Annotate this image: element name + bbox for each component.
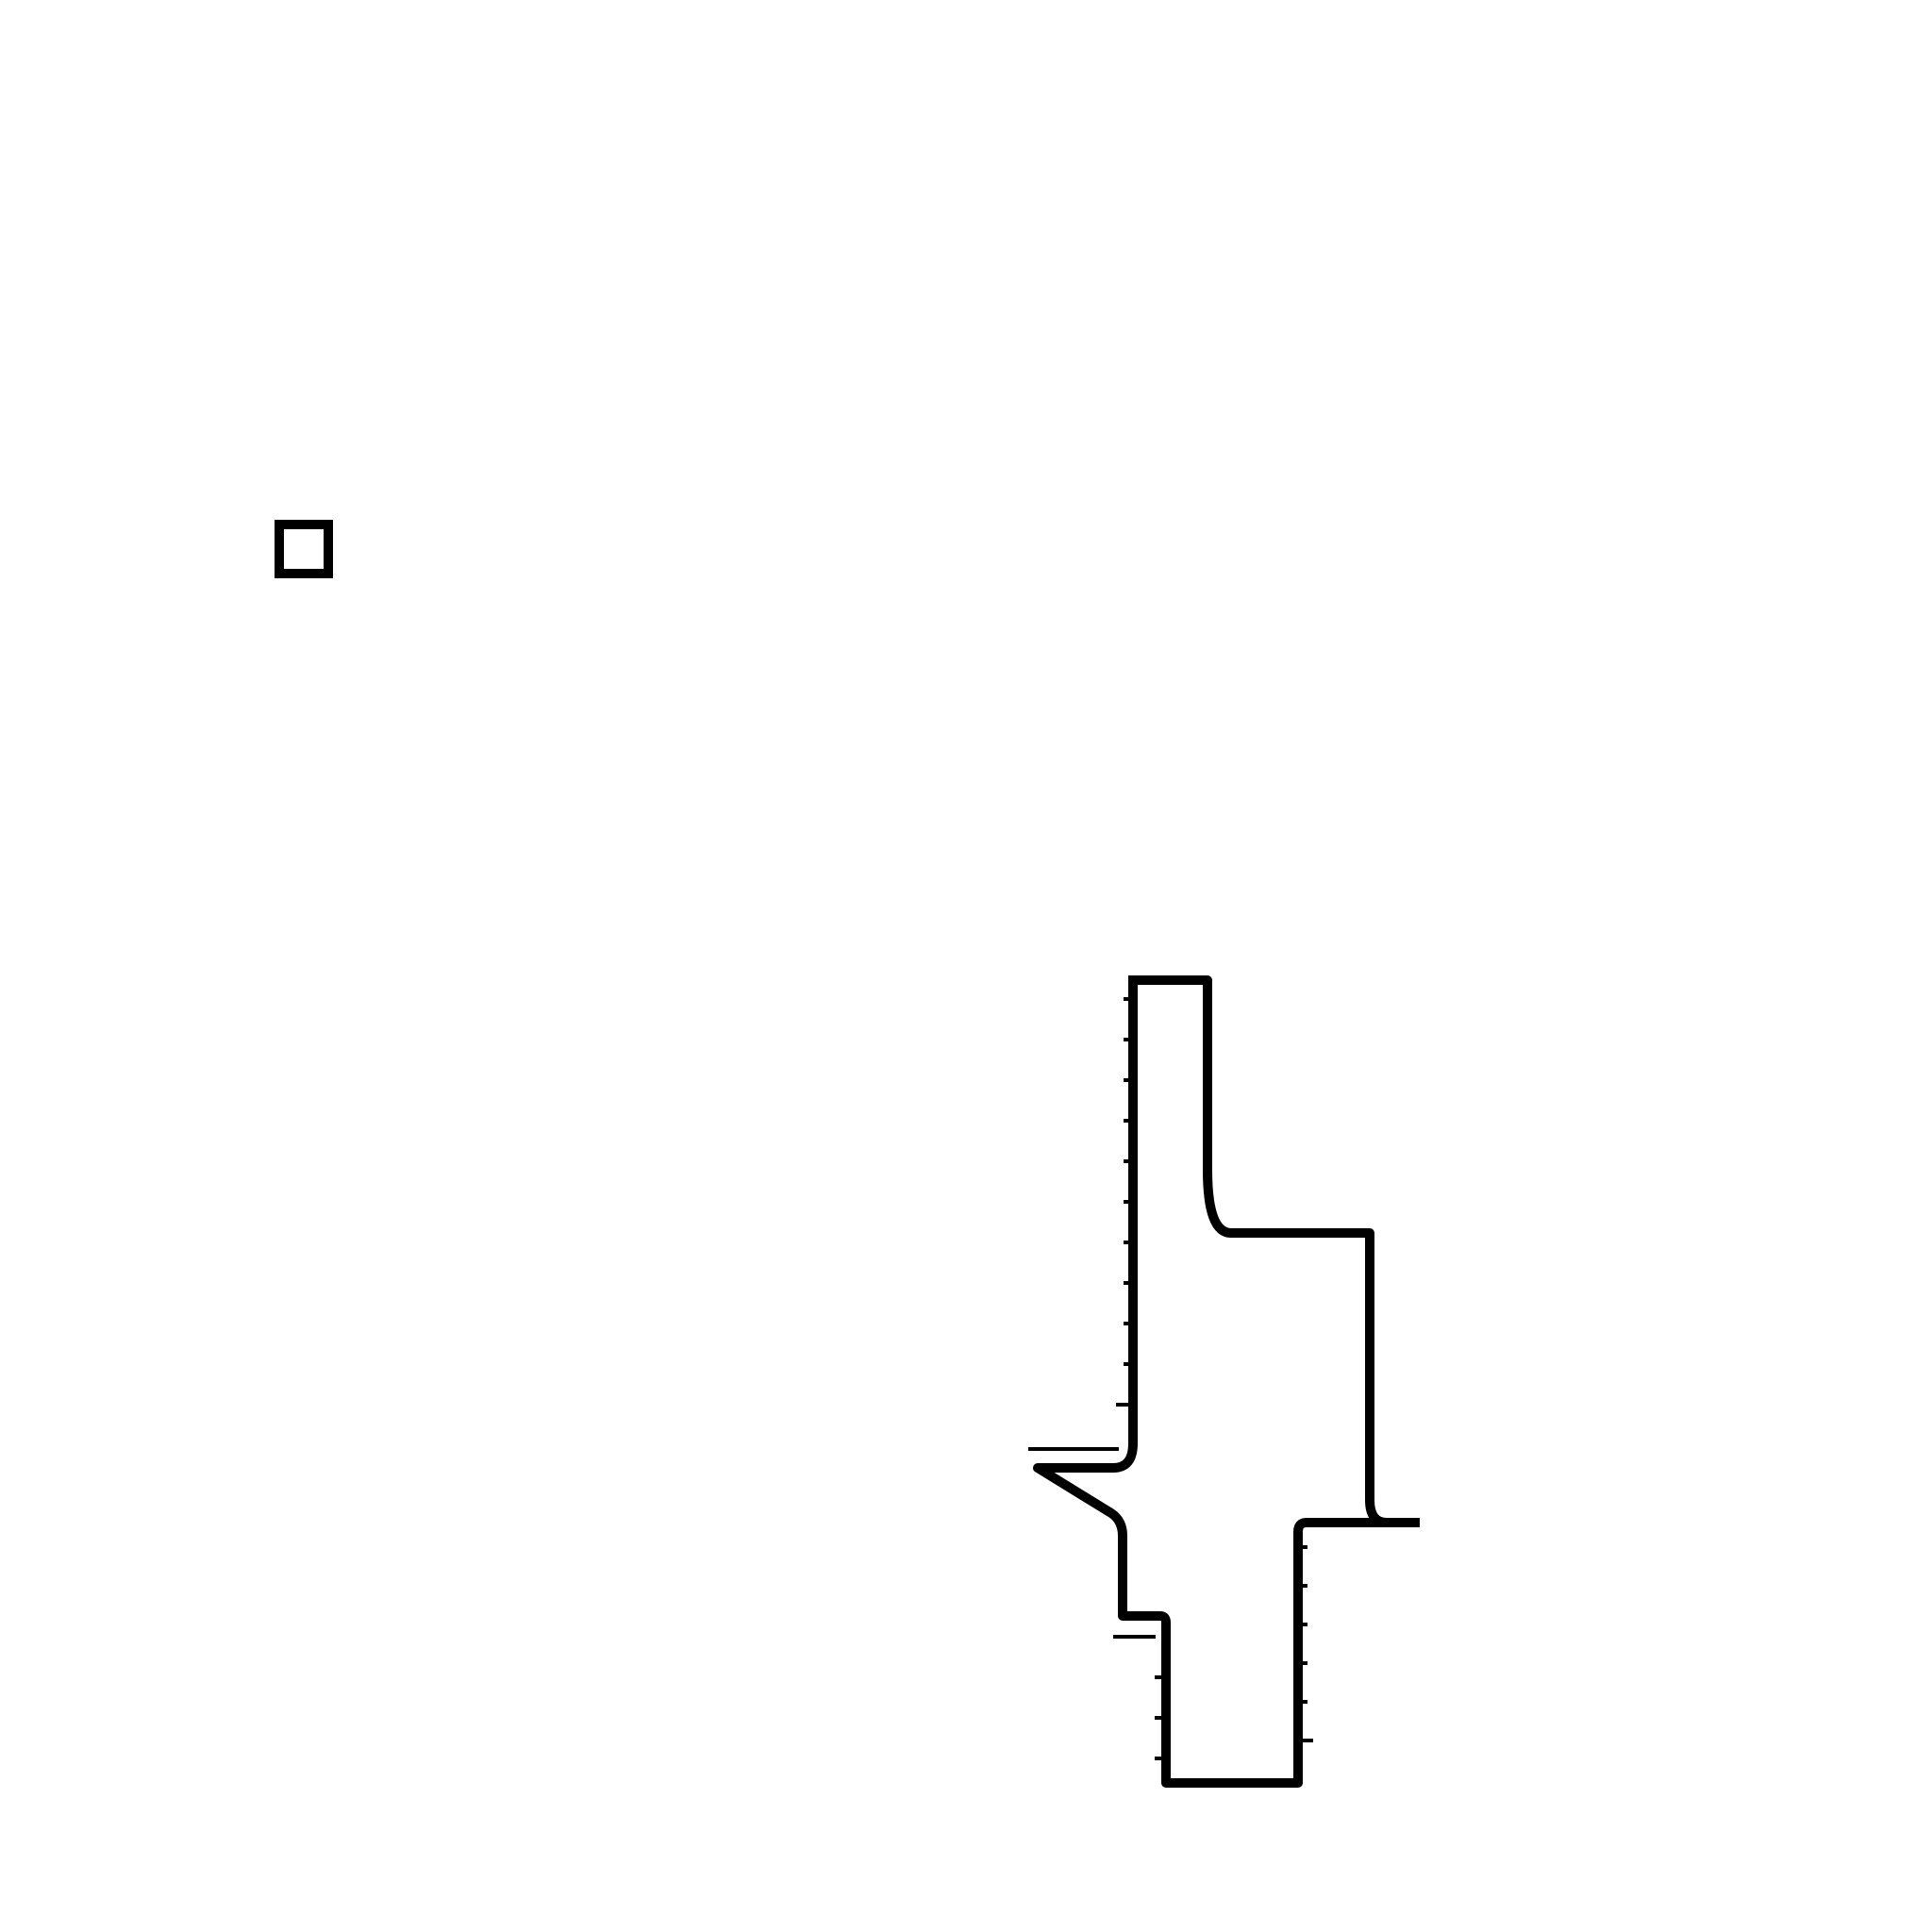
left-tick-marks	[1116, 997, 1133, 1407]
lower-right-tick-marks	[1298, 1545, 1313, 1742]
bracket-outline	[1028, 975, 1420, 1788]
small-square	[275, 520, 333, 578]
lower-left-tick-marks	[1155, 1675, 1166, 1760]
